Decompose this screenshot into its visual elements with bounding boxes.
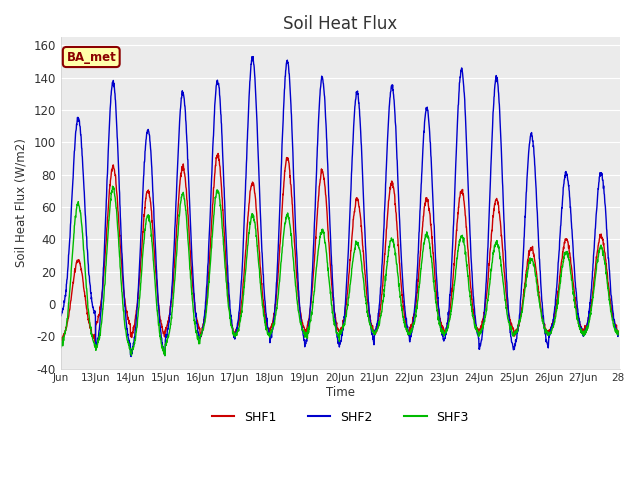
SHF2 bbox=[508, 339, 516, 345]
SHF3 bbox=[374, 326, 381, 332]
SHF2 bbox=[57, 312, 65, 318]
SHF1 bbox=[214, 151, 222, 156]
SHF1 bbox=[374, 326, 381, 332]
SHF2 bbox=[614, 331, 622, 337]
Text: BA_met: BA_met bbox=[67, 50, 116, 63]
SHF3 bbox=[607, 309, 614, 314]
SHF1 bbox=[57, 336, 65, 342]
Line: SHF3: SHF3 bbox=[61, 186, 618, 356]
SHF2 bbox=[113, 117, 120, 122]
SHF2 bbox=[233, 326, 241, 332]
SHF1 bbox=[607, 300, 614, 306]
Line: SHF2: SHF2 bbox=[61, 57, 618, 357]
Legend: SHF1, SHF2, SHF3: SHF1, SHF2, SHF3 bbox=[207, 406, 474, 429]
SHF3 bbox=[161, 353, 169, 359]
SHF3 bbox=[57, 345, 65, 350]
SHF1 bbox=[92, 339, 99, 345]
SHF3 bbox=[113, 210, 120, 216]
X-axis label: Time: Time bbox=[326, 386, 355, 399]
SHF2 bbox=[374, 320, 381, 325]
Line: SHF1: SHF1 bbox=[61, 154, 618, 342]
SHF2 bbox=[607, 287, 614, 293]
SHF1 bbox=[113, 190, 120, 195]
SHF2 bbox=[540, 314, 547, 320]
SHF1 bbox=[508, 322, 516, 327]
SHF3 bbox=[109, 183, 116, 189]
SHF1 bbox=[234, 327, 241, 333]
SHF2 bbox=[249, 54, 257, 60]
Title: Soil Heat Flux: Soil Heat Flux bbox=[284, 15, 397, 33]
SHF3 bbox=[614, 332, 622, 338]
SHF3 bbox=[508, 328, 516, 334]
SHF3 bbox=[234, 329, 241, 335]
Y-axis label: Soil Heat Flux (W/m2): Soil Heat Flux (W/m2) bbox=[15, 139, 28, 267]
SHF1 bbox=[614, 328, 622, 334]
SHF3 bbox=[540, 321, 547, 326]
SHF2 bbox=[127, 354, 135, 360]
SHF1 bbox=[540, 317, 547, 323]
